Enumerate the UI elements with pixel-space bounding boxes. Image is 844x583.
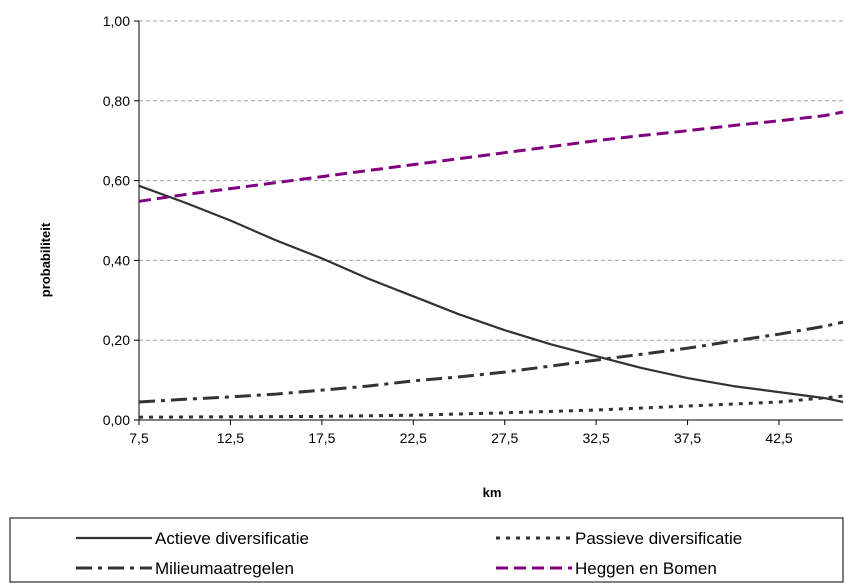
series-line-actieve-diversificatie [138, 184, 844, 404]
y-tick-label: 0,00 [103, 412, 130, 428]
y-tick-label: 0,60 [103, 173, 130, 189]
legend-items: Actieve diversificatie Passieve diversifi… [76, 529, 742, 578]
y-tick-label: 0,40 [103, 252, 130, 268]
x-tick-label: 32,5 [583, 430, 610, 446]
gridlines [139, 20, 843, 341]
x-tick-label: 22,5 [400, 430, 427, 446]
x-tick-label: 27,5 [491, 430, 518, 446]
y-tick-label: 0,20 [103, 332, 130, 348]
y-axis-label: probabiliteit [38, 222, 53, 297]
x-tick-label: 12,5 [217, 430, 244, 446]
series-line-milieumaatregelen [138, 320, 844, 404]
x-axis-label: km [483, 485, 502, 500]
legend-label: Milieumaatregelen [155, 559, 294, 578]
x-tick-label: 37,5 [674, 430, 701, 446]
y-tick-label: 0,80 [103, 93, 130, 109]
legend-label: Heggen en Bomen [575, 559, 717, 578]
legend-label: Passieve diversificatie [575, 529, 742, 548]
x-tick-label: 42,5 [765, 430, 792, 446]
series-line-heggen-en-bomen [138, 110, 844, 203]
axes [134, 20, 843, 425]
series-lines [138, 110, 844, 419]
y-tick-label: 1,00 [103, 13, 130, 29]
x-tick-label: 7,5 [129, 430, 149, 446]
legend-label: Actieve diversificatie [155, 529, 309, 548]
series-line-passieve-diversificatie [138, 394, 844, 419]
x-tick-label: 17,5 [308, 430, 335, 446]
legend: Actieve diversificatie Passieve diversifi… [9, 517, 844, 583]
legend-box [9, 517, 844, 583]
tick-labels: 0,00 0,20 0,40 0,60 0,80 1,00 7,5 12,5 17,5 22,5 2… [103, 13, 793, 446]
